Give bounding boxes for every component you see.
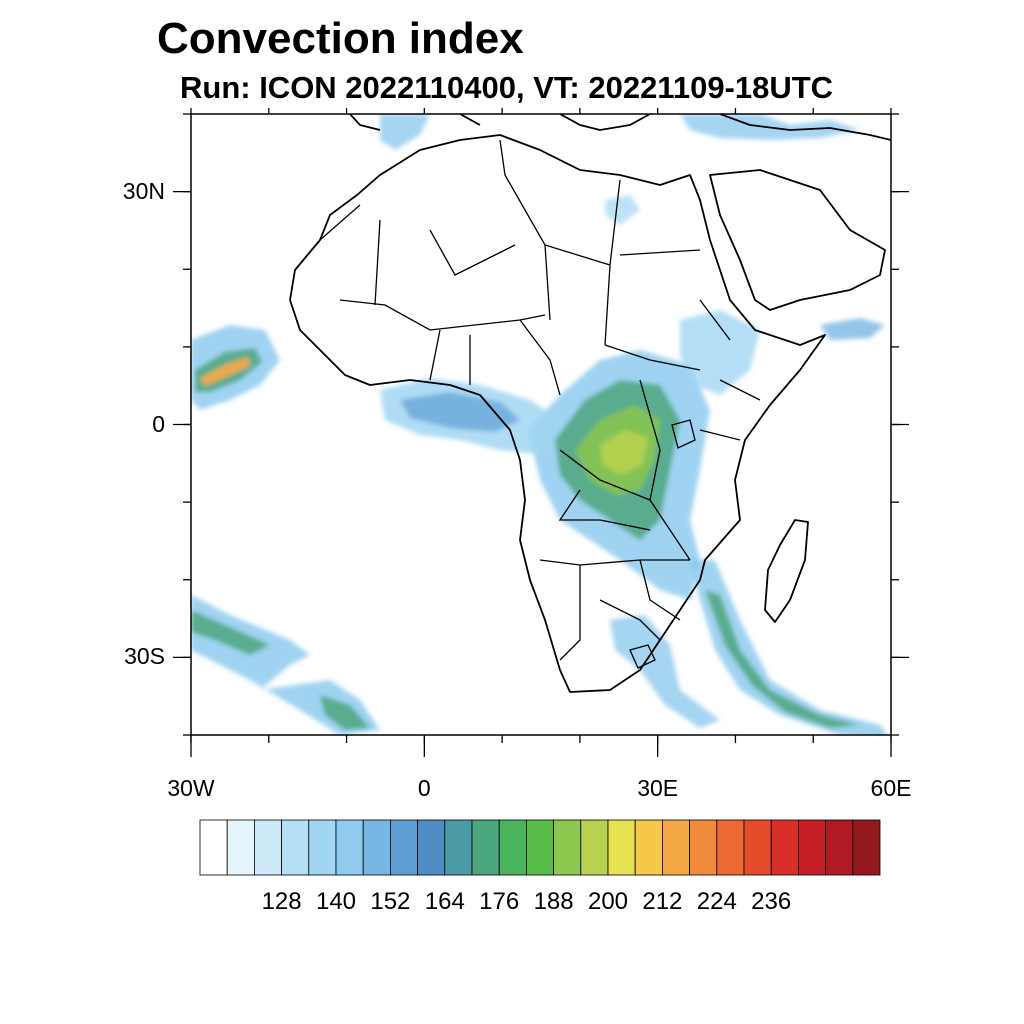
colorbar-swatch xyxy=(417,819,446,876)
lon-tick-label: 0 xyxy=(417,775,431,801)
lon-tick-label: 60E xyxy=(870,775,912,801)
chart-title: Convection index xyxy=(157,14,524,63)
colorbar-swatch xyxy=(607,819,636,876)
convection-egypt xyxy=(605,195,640,225)
colorbar-swatch xyxy=(253,819,282,876)
colorbar-swatch xyxy=(553,819,582,876)
convection-guinea-core xyxy=(400,392,520,432)
lat-tick-label: 30S xyxy=(124,643,165,670)
colorbar-swatch xyxy=(199,819,228,876)
lake-victoria xyxy=(671,419,696,449)
chart-subtitle: Run: ICON 2022110400, VT: 20221109-18UTC xyxy=(180,70,834,105)
africa-coastline xyxy=(289,134,826,693)
convection-south-africa xyxy=(610,615,720,728)
country-borders xyxy=(319,139,761,669)
colorbar-swatch xyxy=(335,819,364,876)
colorbar-swatch xyxy=(389,819,418,876)
colorbar-label: 224 xyxy=(696,888,737,915)
lon-tick-label: 30E xyxy=(637,775,679,801)
madagascar-coastline xyxy=(764,519,809,623)
colorbar-swatch xyxy=(444,819,473,876)
colorbar-swatch xyxy=(743,819,772,876)
convection-atlantic-north-peak xyxy=(200,357,250,386)
arabia-coastline xyxy=(709,169,886,311)
colorbar-swatch xyxy=(662,819,691,876)
colorbar-label: 128 xyxy=(261,888,302,915)
convection-arabian-sea xyxy=(820,318,885,340)
convection-southeast-core xyxy=(705,590,860,728)
colorbar-swatch xyxy=(471,819,500,876)
colorbar-swatch xyxy=(498,819,527,876)
lat-tick-label: 0 xyxy=(152,410,165,437)
colorbar-swatch xyxy=(798,819,827,876)
lat-tick-label: 30N xyxy=(122,177,165,204)
colorbar-swatch xyxy=(852,819,881,876)
convection-sw-atlantic-core2 xyxy=(320,695,370,730)
colorbar-swatch xyxy=(308,819,337,876)
colorbar xyxy=(199,819,881,876)
colorbar-swatch xyxy=(634,819,663,876)
colorbar-label: 176 xyxy=(479,888,520,915)
europe-coastline xyxy=(349,114,891,141)
colorbar-swatch xyxy=(526,819,555,876)
border-lines xyxy=(319,139,761,661)
convection-field xyxy=(191,114,888,735)
convection-sw-atlantic-core xyxy=(191,610,270,655)
colorbar-swatch xyxy=(825,819,854,876)
colorbar-label: 236 xyxy=(751,888,792,915)
colorbar-swatch xyxy=(689,819,718,876)
colorbar-swatch xyxy=(226,819,255,876)
colorbar-swatch xyxy=(770,819,799,876)
colorbar-swatch xyxy=(580,819,609,876)
convection-east-africa xyxy=(680,310,760,395)
colorbar-swatch xyxy=(362,819,391,876)
lon-tick-label: 30W xyxy=(167,775,215,801)
colorbar-swatch xyxy=(716,819,745,876)
colorbar-swatch xyxy=(281,819,310,876)
colorbar-label: 140 xyxy=(315,888,357,915)
colorbar-label: 188 xyxy=(533,888,574,915)
colorbar-label: 212 xyxy=(642,888,683,915)
axis-ticks xyxy=(173,108,909,757)
lesotho-border xyxy=(629,644,656,669)
convection-congo-max xyxy=(600,430,648,475)
coastlines xyxy=(289,114,891,693)
colorbar-label: 152 xyxy=(370,888,411,915)
convection-mediterranean xyxy=(380,114,430,150)
colorbar-label: 200 xyxy=(587,888,629,915)
colorbar-label: 164 xyxy=(424,888,465,915)
